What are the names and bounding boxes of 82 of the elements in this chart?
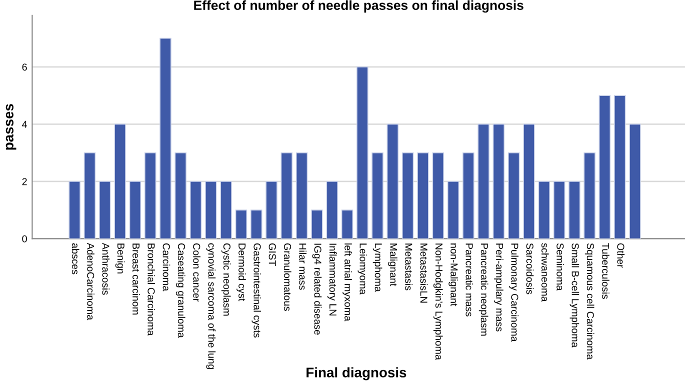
bar — [129, 181, 142, 239]
bar — [235, 210, 248, 239]
bar — [584, 152, 596, 239]
bar — [402, 152, 414, 239]
x-tick-label: Gastrointestinal cysts — [252, 243, 262, 338]
x-tick-label: Non-Hodgkin's Lymphoma — [433, 244, 443, 360]
bar — [296, 152, 308, 239]
x-tick-label: Sarcoidosis — [526, 243, 534, 294]
y-tick-label: 2 — [22, 178, 27, 186]
x-tick-label: GIST — [268, 243, 276, 266]
x-axis-title: Final diagnosis — [306, 367, 406, 380]
x-tick-label: left atrial myxoma — [342, 244, 352, 322]
x-tick-label: Breast carcinom — [132, 244, 140, 314]
chart-title: Effect of number of needle passes on final diagnosis — [194, 0, 524, 13]
x-tick-label: Lymphoma — [372, 244, 382, 292]
x-tick-label: Pulmonary Carcinoma — [509, 244, 519, 342]
bar — [462, 152, 474, 239]
bar — [205, 181, 217, 239]
bar — [160, 38, 172, 239]
bar — [280, 152, 293, 239]
x-tick-label: Inflammatory LN — [327, 244, 337, 316]
bar — [174, 152, 186, 239]
bar — [568, 181, 580, 239]
y-tick-label: 0 — [22, 235, 27, 242]
x-tick-label: Carcinoma — [162, 243, 170, 292]
bar — [220, 181, 232, 239]
bar — [553, 181, 566, 239]
x-tick-label: Small B-cell Lymphoma — [570, 243, 580, 348]
x-tick-label: Other — [617, 243, 625, 268]
x-tick-label: Hilar mass — [299, 244, 306, 290]
bar — [326, 181, 338, 239]
bar — [68, 181, 80, 239]
bar — [99, 181, 111, 239]
x-tick-label: Colon cancer — [193, 243, 200, 302]
x-tick-label: Malignant — [388, 244, 398, 286]
x-tick-label: Pancreatic mass — [466, 244, 474, 316]
x-tick-label: Metastasis — [405, 244, 412, 290]
y-axis-title: passes — [6, 104, 16, 150]
bar — [629, 124, 641, 239]
x-tick-label: Leiomyoma — [358, 244, 368, 295]
x-tick-label: absces — [72, 243, 80, 274]
x-tick-label: Seminoma — [556, 243, 564, 291]
x-tick-label: schwaneoma — [541, 243, 549, 302]
bar — [356, 66, 368, 239]
bar — [372, 152, 384, 239]
x-tick-label: Cystic neoplasm — [221, 243, 231, 316]
x-tick-label: IGg4 related disease — [312, 244, 322, 335]
x-tick-label: Tuberculosis — [602, 243, 610, 299]
x-tick-label: cynovial sarcoma of the lung — [206, 243, 216, 369]
x-tick-label: Benign — [115, 244, 125, 274]
x-tick-label: Bronchial Carcinoma — [148, 244, 155, 336]
bar — [508, 152, 520, 239]
bar — [478, 124, 490, 239]
bar — [447, 181, 460, 239]
bar — [84, 152, 96, 239]
bar — [114, 124, 126, 239]
bar — [417, 152, 429, 239]
x-tick-label: Anthracosis — [102, 242, 110, 295]
x-tick-label: Granulomatous — [284, 243, 292, 311]
bar — [598, 95, 611, 239]
bar — [341, 210, 354, 239]
bar — [144, 152, 156, 239]
x-tick-label: Caseating granuloma — [176, 243, 186, 338]
bar — [266, 181, 278, 239]
bar — [432, 152, 444, 239]
x-tick-label: AdenoCarcinoma — [87, 242, 94, 320]
bar — [311, 210, 323, 239]
bar — [492, 124, 505, 239]
x-tick-label: Pancreatic neoplasm — [478, 244, 488, 336]
x-tick-label: Peri-ampulary mass — [494, 244, 504, 332]
bar — [614, 95, 626, 239]
bar — [523, 124, 535, 239]
x-tick-label: Dermoid cyst — [236, 244, 246, 302]
bar — [538, 181, 550, 239]
bar — [190, 181, 202, 239]
bar — [386, 124, 399, 239]
x-tick-label: non-Malignant — [448, 244, 458, 306]
x-tick-label: MetastasisLN — [420, 244, 428, 303]
x-tick-label: Squamous cell Carcinoma — [584, 243, 594, 360]
y-tick-label: 6 — [22, 64, 27, 71]
bar — [250, 210, 262, 239]
y-tick-label: 4 — [22, 120, 28, 128]
